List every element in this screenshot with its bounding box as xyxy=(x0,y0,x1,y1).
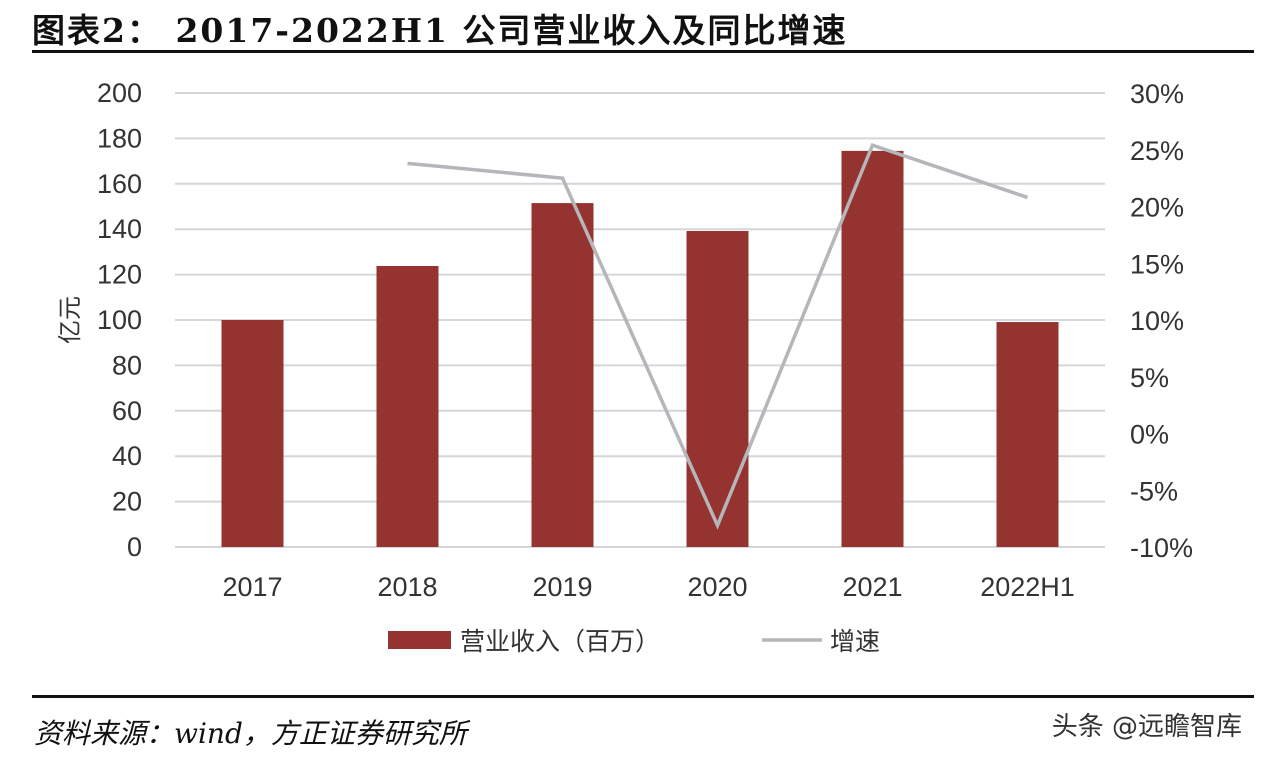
y2-tick-label: 20% xyxy=(1130,193,1184,223)
watermark: 头条 @远瞻智库 xyxy=(1051,712,1242,742)
source-note: 资料来源：wind，方正证券研究所 xyxy=(34,717,467,750)
y2-tick-label: 30% xyxy=(1130,79,1184,109)
y-tick-label: 120 xyxy=(97,260,142,290)
bottom-rule xyxy=(32,695,1254,698)
legend-bar-swatch xyxy=(388,631,451,649)
bar xyxy=(686,231,749,548)
y-tick-label: 60 xyxy=(112,396,142,426)
y2-tick-label: 10% xyxy=(1130,306,1184,336)
y2-tick-label: -5% xyxy=(1130,476,1178,506)
x-tick-label: 2017 xyxy=(222,572,282,602)
y-tick-label: 100 xyxy=(97,305,142,335)
y-tick-label: 140 xyxy=(97,214,142,244)
x-tick-label: 2019 xyxy=(532,572,592,602)
y2-tick-label: 0% xyxy=(1130,420,1169,450)
y2-tick-label: -10% xyxy=(1130,533,1193,563)
x-tick-label: 2022H1 xyxy=(980,572,1075,602)
y-tick-label: 40 xyxy=(112,441,142,471)
y-tick-label: 0 xyxy=(127,532,142,562)
x-tick-label: 2020 xyxy=(687,572,747,602)
chart-title: 图表2： 2017-2022H1 公司营业收入及同比增速 xyxy=(32,11,848,50)
y-tick-label: 200 xyxy=(97,78,142,108)
bar xyxy=(221,320,284,547)
top-rule xyxy=(32,50,1254,53)
bar xyxy=(531,203,594,547)
y-tick-label: 180 xyxy=(97,123,142,153)
y2-tick-label: 5% xyxy=(1130,363,1169,393)
y-tick-label: 20 xyxy=(112,487,142,517)
bar xyxy=(841,150,904,547)
y-tick-label: 80 xyxy=(112,350,142,380)
x-tick-label: 2018 xyxy=(377,572,437,602)
legend-line-label: 增速 xyxy=(830,628,880,656)
chart: 0 20 40 60 80 100 120 140 160 180 200 -10% -5% 0% 5% 10… xyxy=(57,78,1193,656)
bar xyxy=(376,265,439,547)
y-axis-label: 亿元 xyxy=(57,296,84,344)
y2-tick-label: 25% xyxy=(1130,136,1184,166)
y2-tick-label: 15% xyxy=(1130,249,1184,279)
x-tick-label: 2021 xyxy=(842,572,902,602)
bar xyxy=(996,322,1059,547)
y-tick-label: 160 xyxy=(97,169,142,199)
legend-bar-label: 营业收入（百万） xyxy=(460,628,660,656)
